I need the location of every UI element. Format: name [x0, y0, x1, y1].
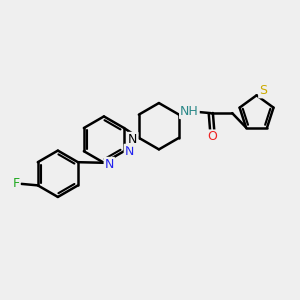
Text: N: N — [128, 133, 138, 146]
Text: N: N — [105, 158, 114, 171]
Text: S: S — [259, 84, 267, 98]
Text: N: N — [125, 145, 134, 158]
Text: O: O — [207, 130, 217, 143]
Text: F: F — [13, 177, 20, 190]
Text: NH: NH — [180, 105, 199, 118]
